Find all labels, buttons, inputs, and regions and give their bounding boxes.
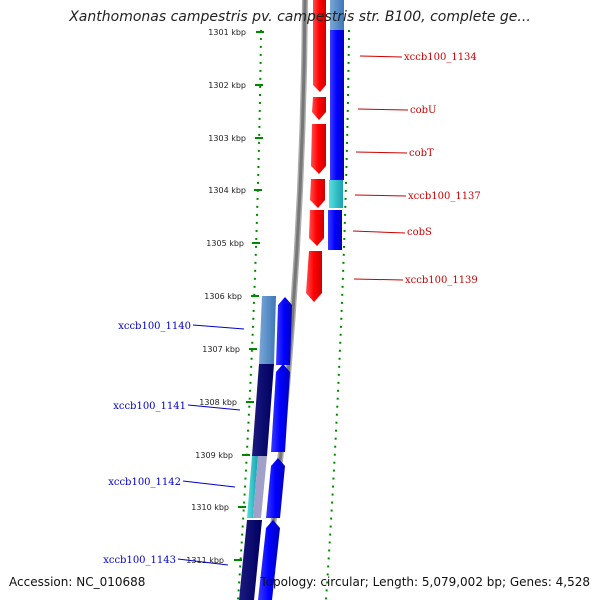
- gene-callouts-left: xccb100_1140 xccb100_1141 xccb100_1142xccb…: [103, 321, 245, 566]
- gene-block-cobS-fwd[interactable]: [309, 210, 324, 246]
- gene-callout-line: [182, 480, 236, 488]
- kbp-tick-label: 1304 kbp: [208, 186, 246, 195]
- gene-block-reverse-2[interactable]: [328, 210, 342, 250]
- gene-callout-line: [359, 55, 403, 58]
- kbp-tick-label: 1308 kbp: [199, 398, 237, 407]
- gene-block-xccb100-1140[interactable]: [259, 296, 276, 364]
- gene-block-xccb100-1137-fwd[interactable]: [310, 179, 325, 208]
- gene-label-xccb100_1134[interactable]: xccb100_1134: [404, 52, 477, 63]
- gene-label-xccb100_1137[interactable]: xccb100_1137: [408, 191, 481, 202]
- gene-callout-line: [357, 108, 409, 111]
- gene-block-xccb100-1139-fwd[interactable]: [306, 251, 322, 302]
- kbp-ticks: 1301 kbp 1302 kbp 1303 kbp 1304 kbp 1305 kbp…: [186, 28, 264, 565]
- gene-block-xccb100-1142[interactable]: [247, 456, 258, 518]
- gene-label-cobU[interactable]: cobU: [410, 105, 436, 116]
- kbp-tick-label: 1310 kbp: [191, 503, 229, 512]
- scale-dotted-guides: [237, 29, 350, 600]
- gene-callout-line: [352, 230, 406, 234]
- gene-label-cobT[interactable]: cobT: [409, 148, 434, 159]
- gene-callout-line: [177, 558, 229, 566]
- gene-block-xccb100-1141[interactable]: [252, 364, 274, 456]
- gene-block-xccb100-1134-fwd[interactable]: [313, 0, 326, 92]
- kbp-tick-label: 1302 kbp: [208, 81, 246, 90]
- kbp-tick-label: 1309 kbp: [195, 451, 233, 460]
- gene-callout-line: [354, 194, 407, 197]
- gene-callouts-right: xccb100_1134 cobU cobT xccb100_1137 cobS xccb…: [352, 52, 481, 286]
- kbp-tick-label: 1306 kbp: [204, 292, 242, 301]
- gene-label-xccb100_1140[interactable]: xccb100_1140: [118, 321, 191, 332]
- gene-block-xccb100-1137-rev[interactable]: [329, 180, 343, 208]
- kbp-tick-label: 1303 kbp: [208, 134, 246, 143]
- genome-summary-text: Topology: circular; Length: 5,079,002 bp…: [260, 575, 590, 589]
- gene-block-top[interactable]: [330, 0, 344, 30]
- reverse-gene-track-right: [328, 0, 344, 250]
- page-title: Xanthomonas campestris pv. campestris st…: [69, 9, 531, 25]
- gene-block-fwd-left-3[interactable]: [266, 458, 285, 518]
- accession-text: Accession: NC_010688: [9, 575, 146, 589]
- gene-block-cobU-fwd[interactable]: [312, 97, 326, 120]
- gene-label-xccb100_1142[interactable]: xccb100_1142: [108, 477, 181, 488]
- gene-callout-line: [355, 151, 408, 154]
- gene-label-cobS[interactable]: cobS: [407, 227, 432, 238]
- gene-block-xccb100-1142b[interactable]: [253, 456, 267, 518]
- gene-block-xccb100-1143[interactable]: [239, 520, 262, 600]
- gene-callout-line: [353, 278, 404, 281]
- gene-label-xccb100_1143[interactable]: xccb100_1143: [103, 555, 176, 566]
- gene-block-reverse-1[interactable]: [330, 30, 344, 180]
- gene-block-cobT-fwd[interactable]: [311, 124, 326, 174]
- reverse-gene-track-left: [239, 296, 292, 600]
- gene-callout-line: [192, 324, 245, 330]
- forward-gene-track: [306, 0, 326, 302]
- gene-block-fwd-left-4[interactable]: [258, 520, 280, 600]
- kbp-tick-label: 1301 kbp: [208, 28, 246, 37]
- gene-label-xccb100_1139[interactable]: xccb100_1139: [405, 275, 478, 286]
- gene-label-xccb100_1141[interactable]: xccb100_1141: [113, 401, 186, 412]
- gene-block-fwd-left-1[interactable]: [276, 297, 292, 365]
- kbp-tick-label: 1307 kbp: [202, 345, 240, 354]
- gene-block-fwd-left-2[interactable]: [271, 364, 290, 452]
- gene-callout-line: [187, 404, 241, 411]
- kbp-tick-label: 1305 kbp: [206, 239, 244, 248]
- kbp-tick-label: 1311 kbp: [186, 556, 224, 565]
